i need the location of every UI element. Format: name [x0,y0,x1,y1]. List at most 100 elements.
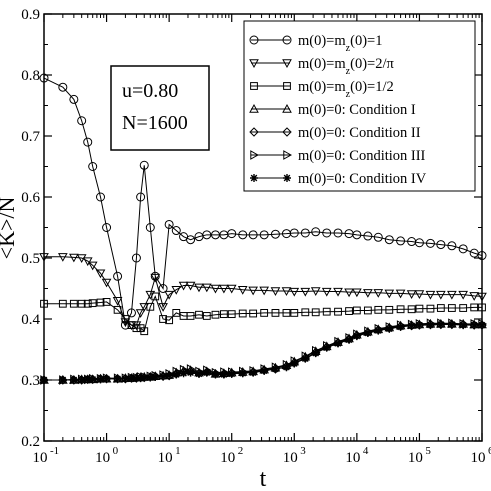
data-point [121,374,130,383]
x-tick-label: 10 [408,450,423,466]
data-point [310,287,321,296]
data-point [96,375,105,384]
y-tick-label: 0.6 [21,190,40,206]
data-point [113,271,123,281]
y-tick-label: 0.3 [21,373,40,389]
legend-entry-6: m(0)=0: Condition III [250,148,426,164]
data-point [425,290,436,300]
annotation-n: N=1600 [122,112,188,134]
data-point [469,292,480,301]
legend-entry-4: m(0)=0: Condition I [249,102,416,118]
legend-entry-2: m(0)=mz(0)=2/π [249,56,394,77]
data-point [334,307,342,316]
series-7 [40,320,486,384]
data-point [131,253,141,263]
legend: m(0)=mz(0)=1m(0)=mz(0)=2/πm(0)=mz(0)=1/2… [243,20,476,192]
legend-entry-7: m(0)=0: Condition IV [250,171,427,187]
data-point [88,162,98,171]
legend-label: m(0)=0: Condition III [298,148,426,164]
data-point [186,235,196,245]
data-point [113,305,122,314]
series-5 [39,319,487,385]
data-point [470,321,479,330]
data-point [469,248,479,258]
series-line [44,295,482,333]
data-point [88,299,97,308]
data-point [219,284,229,294]
data-point [249,309,258,318]
data-point [150,271,160,281]
data-point [96,192,106,202]
series-2 [39,253,487,331]
data-point [396,322,405,331]
data-point [171,286,182,295]
data-point [385,305,394,314]
data-point [195,310,203,319]
x-tick-exponent: 0 [113,445,119,457]
data-point [210,284,221,294]
data-point [77,116,87,126]
data-point [436,320,445,329]
y-tick-label: 0.4 [21,312,40,328]
data-point [363,231,373,241]
data-point [179,369,188,378]
data-point [333,287,343,297]
data-point [248,286,258,296]
legend-label: m(0)=0: Condition II [298,125,421,141]
y-tick-label: 0.5 [21,251,40,267]
legend-marker [249,59,259,69]
data-point [136,192,146,202]
data-point [415,304,424,313]
y-tick-label: 0.7 [21,129,40,145]
data-point [159,372,168,381]
data-point [407,321,416,330]
data-point [301,308,310,317]
annotation-u: u=0.80 [122,80,178,102]
data-point [186,312,195,320]
data-point [135,309,146,318]
data-point [112,297,123,306]
x-tick-exponent: 1 [175,445,181,457]
data-point [436,240,446,250]
series-3 [40,292,486,336]
data-point [58,82,68,92]
data-point [127,374,136,383]
data-point [69,253,79,263]
data-point [95,269,106,279]
data-point [202,368,211,377]
data-point [447,241,457,251]
data-point [145,223,155,232]
data-point [447,290,457,300]
data-point [88,375,97,384]
legend-entry-1: m(0)=mz(0)=1 [249,33,382,54]
data-point [271,309,280,317]
data-point [102,223,112,232]
data-point [260,309,269,317]
data-point [77,376,86,384]
legend-marker [283,174,291,182]
data-point [352,230,362,240]
legend-marker [250,82,258,90]
data-point [140,327,149,336]
data-point [139,303,150,312]
data-point [374,326,383,335]
data-point [414,238,424,248]
data-point [227,229,237,239]
data-point [150,273,161,283]
data-point [290,359,299,368]
data-point [211,310,220,319]
data-point [238,230,248,240]
data-point [96,298,105,307]
x-tick-exponent: 6 [488,445,491,457]
legend-label: m(0)=mz(0)=2/π [298,56,394,77]
legend-label: m(0)=mz(0)=1 [298,33,382,54]
legend-marker [283,150,293,160]
data-point [344,288,354,298]
data-point [102,298,111,306]
series-layer [39,73,488,385]
x-tick-label: 10 [33,450,48,466]
data-point [426,321,435,330]
data-point [352,332,361,341]
data-point [395,289,406,299]
data-point [151,292,160,301]
